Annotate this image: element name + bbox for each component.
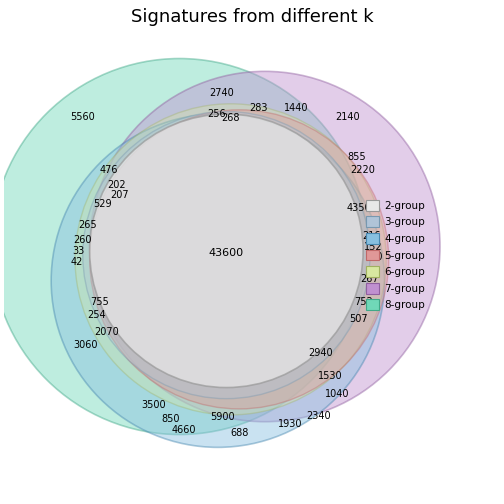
Text: 256: 256 — [207, 109, 225, 119]
Text: 2140: 2140 — [335, 112, 360, 121]
Text: 265: 265 — [79, 220, 97, 230]
Text: 283: 283 — [249, 103, 268, 113]
Ellipse shape — [90, 110, 389, 409]
Ellipse shape — [75, 104, 386, 415]
Text: 3060: 3060 — [73, 340, 98, 350]
Text: 1530: 1530 — [319, 371, 343, 382]
Text: 33: 33 — [73, 246, 85, 256]
Text: 207: 207 — [110, 191, 129, 200]
Text: 850: 850 — [162, 414, 180, 424]
Text: 120: 120 — [365, 252, 384, 262]
Ellipse shape — [83, 111, 370, 399]
Title: Signatures from different k: Signatures from different k — [131, 8, 373, 26]
Ellipse shape — [90, 114, 363, 388]
Text: 152: 152 — [364, 241, 383, 251]
Text: 260: 260 — [74, 235, 92, 245]
Text: 1040: 1040 — [325, 389, 350, 399]
Text: 1930: 1930 — [278, 419, 303, 429]
Text: 267: 267 — [361, 274, 379, 284]
Text: 755: 755 — [91, 297, 109, 307]
Text: 216: 216 — [362, 231, 381, 241]
Text: 688: 688 — [230, 428, 248, 438]
Text: 4350: 4350 — [347, 203, 371, 213]
Text: 2940: 2940 — [308, 348, 333, 358]
Text: 3500: 3500 — [142, 400, 166, 410]
Text: 2340: 2340 — [306, 411, 331, 421]
Text: 4660: 4660 — [171, 425, 196, 435]
Text: 5900: 5900 — [210, 412, 234, 422]
Text: 268: 268 — [221, 113, 240, 123]
Text: 855: 855 — [347, 152, 365, 162]
Legend: 2-group, 3-group, 4-group, 5-group, 6-group, 7-group, 8-group: 2-group, 3-group, 4-group, 5-group, 6-gr… — [366, 200, 425, 310]
Text: 476: 476 — [99, 165, 117, 174]
Text: 254: 254 — [87, 310, 106, 320]
Ellipse shape — [51, 114, 385, 448]
Text: 42: 42 — [71, 257, 83, 267]
Text: 752: 752 — [354, 297, 372, 307]
Ellipse shape — [0, 58, 367, 434]
Text: 2220: 2220 — [351, 165, 375, 174]
Text: 2070: 2070 — [94, 327, 119, 337]
Ellipse shape — [90, 72, 440, 422]
Text: 5560: 5560 — [71, 112, 95, 121]
Text: 2740: 2740 — [210, 88, 234, 98]
Text: 1440: 1440 — [284, 103, 308, 113]
Text: 43600: 43600 — [209, 248, 244, 259]
Text: 202: 202 — [108, 180, 127, 190]
Text: 529: 529 — [93, 199, 112, 209]
Text: 507: 507 — [349, 314, 368, 324]
